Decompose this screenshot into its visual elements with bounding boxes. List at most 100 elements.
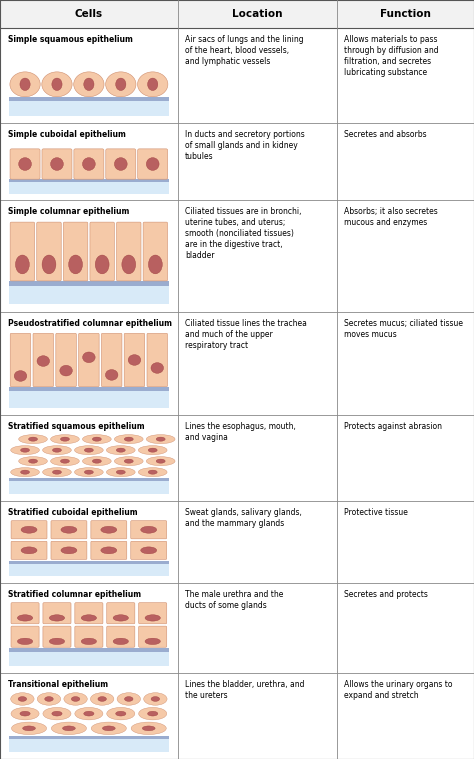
Ellipse shape bbox=[63, 726, 75, 731]
Ellipse shape bbox=[18, 638, 33, 644]
Text: Ciliated tissues are in bronchi,
uterine tubes, and uterus;
smooth (nonciliated : Ciliated tissues are in bronchi, uterine… bbox=[185, 207, 301, 260]
Ellipse shape bbox=[92, 437, 101, 441]
FancyBboxPatch shape bbox=[143, 222, 168, 281]
Ellipse shape bbox=[28, 437, 37, 441]
Text: Simple squamous epithelium: Simple squamous epithelium bbox=[8, 35, 133, 44]
Ellipse shape bbox=[21, 547, 37, 554]
Ellipse shape bbox=[51, 457, 79, 466]
Text: Protects against abrasion: Protects against abrasion bbox=[344, 422, 442, 431]
Ellipse shape bbox=[84, 711, 94, 716]
FancyBboxPatch shape bbox=[74, 149, 104, 179]
Text: The male urethra and the
ducts of some glands: The male urethra and the ducts of some g… bbox=[185, 590, 283, 609]
Ellipse shape bbox=[131, 722, 166, 735]
Ellipse shape bbox=[18, 457, 47, 466]
Ellipse shape bbox=[146, 435, 175, 444]
Ellipse shape bbox=[11, 722, 46, 735]
FancyBboxPatch shape bbox=[90, 222, 114, 281]
Bar bbox=[9, 561, 169, 564]
FancyBboxPatch shape bbox=[10, 222, 35, 281]
Ellipse shape bbox=[18, 435, 47, 444]
Ellipse shape bbox=[82, 158, 95, 170]
Ellipse shape bbox=[28, 459, 37, 463]
Ellipse shape bbox=[84, 78, 94, 90]
Ellipse shape bbox=[107, 446, 135, 455]
Ellipse shape bbox=[53, 470, 62, 474]
Ellipse shape bbox=[42, 72, 72, 96]
Ellipse shape bbox=[75, 707, 103, 720]
Ellipse shape bbox=[125, 697, 133, 701]
Bar bbox=[9, 281, 169, 285]
Ellipse shape bbox=[128, 354, 141, 365]
Ellipse shape bbox=[146, 158, 159, 170]
Text: Allows the urinary organs to
expand and stretch: Allows the urinary organs to expand and … bbox=[344, 680, 452, 700]
FancyBboxPatch shape bbox=[79, 333, 99, 386]
Ellipse shape bbox=[95, 255, 109, 274]
Text: Secretes mucus; ciliated tissue
moves mucus: Secretes mucus; ciliated tissue moves mu… bbox=[344, 319, 463, 339]
Ellipse shape bbox=[107, 468, 135, 477]
Ellipse shape bbox=[42, 255, 56, 274]
Ellipse shape bbox=[114, 158, 127, 170]
Ellipse shape bbox=[82, 435, 111, 444]
FancyBboxPatch shape bbox=[11, 603, 39, 624]
Text: Pseudostratified columnar epithelium: Pseudostratified columnar epithelium bbox=[8, 319, 172, 328]
Text: Absorbs; it also secretes
mucous and enzymes: Absorbs; it also secretes mucous and enz… bbox=[344, 207, 438, 227]
Ellipse shape bbox=[116, 711, 126, 716]
Ellipse shape bbox=[64, 693, 87, 705]
FancyBboxPatch shape bbox=[147, 333, 167, 386]
FancyBboxPatch shape bbox=[11, 541, 47, 559]
FancyBboxPatch shape bbox=[139, 603, 167, 624]
FancyBboxPatch shape bbox=[139, 626, 167, 647]
Bar bbox=[9, 182, 169, 194]
Ellipse shape bbox=[145, 615, 160, 621]
Ellipse shape bbox=[69, 255, 82, 274]
Ellipse shape bbox=[49, 638, 64, 644]
Ellipse shape bbox=[51, 435, 79, 444]
FancyBboxPatch shape bbox=[107, 603, 135, 624]
Ellipse shape bbox=[11, 693, 34, 705]
Ellipse shape bbox=[53, 448, 62, 452]
FancyBboxPatch shape bbox=[75, 626, 103, 647]
Text: In ducts and secretory portions
of small glands and in kidney
tubules: In ducts and secretory portions of small… bbox=[185, 130, 304, 161]
Ellipse shape bbox=[145, 638, 160, 644]
Ellipse shape bbox=[92, 459, 101, 463]
Bar bbox=[9, 481, 169, 494]
FancyBboxPatch shape bbox=[124, 333, 145, 386]
Ellipse shape bbox=[51, 722, 86, 735]
Text: Lines the bladder, urethra, and
the ureters: Lines the bladder, urethra, and the uret… bbox=[185, 680, 304, 700]
Bar bbox=[9, 564, 169, 576]
Ellipse shape bbox=[137, 72, 168, 96]
Ellipse shape bbox=[45, 697, 53, 701]
Text: Function: Function bbox=[380, 9, 431, 19]
Ellipse shape bbox=[11, 446, 39, 455]
Ellipse shape bbox=[101, 526, 117, 533]
Ellipse shape bbox=[124, 437, 133, 441]
FancyBboxPatch shape bbox=[43, 626, 71, 647]
Ellipse shape bbox=[151, 363, 164, 373]
Text: Allows materials to pass
through by diffusion and
filtration, and secretes
lubri: Allows materials to pass through by diff… bbox=[344, 35, 438, 77]
Bar bbox=[9, 477, 169, 481]
Ellipse shape bbox=[113, 615, 128, 621]
Text: Ciliated tissue lines the trachea
and much of the upper
respiratory tract: Ciliated tissue lines the trachea and mu… bbox=[185, 319, 307, 350]
FancyBboxPatch shape bbox=[56, 333, 76, 386]
Ellipse shape bbox=[101, 547, 117, 554]
Ellipse shape bbox=[71, 697, 80, 701]
Ellipse shape bbox=[156, 437, 165, 441]
Ellipse shape bbox=[141, 526, 157, 533]
Ellipse shape bbox=[147, 711, 158, 716]
FancyBboxPatch shape bbox=[91, 521, 127, 539]
Ellipse shape bbox=[148, 255, 162, 274]
Ellipse shape bbox=[116, 78, 126, 90]
Ellipse shape bbox=[61, 547, 77, 554]
Ellipse shape bbox=[107, 707, 135, 720]
Ellipse shape bbox=[91, 722, 127, 735]
Ellipse shape bbox=[91, 693, 114, 705]
Ellipse shape bbox=[18, 615, 33, 621]
Ellipse shape bbox=[20, 711, 30, 716]
Bar bbox=[9, 735, 169, 739]
Ellipse shape bbox=[74, 446, 103, 455]
Ellipse shape bbox=[43, 446, 71, 455]
Ellipse shape bbox=[82, 457, 111, 466]
Ellipse shape bbox=[21, 526, 37, 533]
FancyBboxPatch shape bbox=[10, 149, 40, 179]
Ellipse shape bbox=[147, 78, 158, 90]
